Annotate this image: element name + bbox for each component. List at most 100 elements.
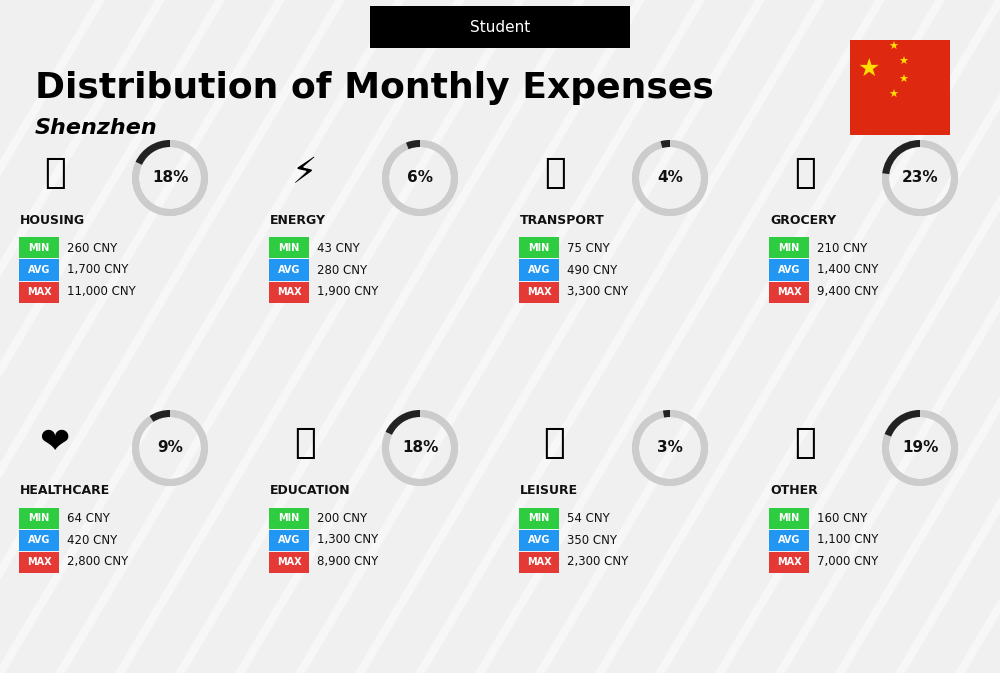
- Text: TRANSPORT: TRANSPORT: [520, 213, 605, 227]
- Text: Shenzhen: Shenzhen: [35, 118, 158, 138]
- FancyBboxPatch shape: [370, 6, 630, 48]
- Text: MAX: MAX: [277, 287, 301, 297]
- Text: 54 CNY: 54 CNY: [567, 511, 610, 524]
- FancyBboxPatch shape: [769, 507, 809, 528]
- Wedge shape: [170, 410, 190, 422]
- Text: ENERGY: ENERGY: [270, 213, 326, 227]
- Wedge shape: [406, 140, 420, 149]
- FancyBboxPatch shape: [519, 260, 559, 281]
- Text: 19%: 19%: [902, 441, 938, 456]
- Text: 43 CNY: 43 CNY: [317, 242, 360, 254]
- Text: Student: Student: [470, 20, 530, 34]
- Wedge shape: [663, 410, 670, 417]
- FancyBboxPatch shape: [19, 238, 59, 258]
- Text: HOUSING: HOUSING: [20, 213, 85, 227]
- Text: 4%: 4%: [657, 170, 683, 186]
- Text: ★: ★: [888, 90, 898, 100]
- Text: ❤️: ❤️: [40, 426, 70, 460]
- Text: 160 CNY: 160 CNY: [817, 511, 867, 524]
- Text: 2,800 CNY: 2,800 CNY: [67, 555, 128, 569]
- Text: MIN: MIN: [28, 243, 50, 253]
- Text: AVG: AVG: [528, 265, 550, 275]
- Text: 420 CNY: 420 CNY: [67, 534, 117, 546]
- Wedge shape: [420, 140, 434, 149]
- FancyBboxPatch shape: [19, 260, 59, 281]
- Text: AVG: AVG: [278, 535, 300, 545]
- FancyBboxPatch shape: [269, 281, 309, 302]
- Text: MIN: MIN: [528, 513, 550, 523]
- Wedge shape: [170, 140, 204, 165]
- Text: MAX: MAX: [277, 557, 301, 567]
- FancyBboxPatch shape: [269, 260, 309, 281]
- Wedge shape: [670, 410, 677, 417]
- Text: MAX: MAX: [27, 557, 51, 567]
- Text: 23%: 23%: [902, 170, 938, 186]
- Text: AVG: AVG: [778, 265, 800, 275]
- Text: 280 CNY: 280 CNY: [317, 264, 367, 277]
- FancyBboxPatch shape: [269, 507, 309, 528]
- Text: 🏢: 🏢: [44, 156, 66, 190]
- Wedge shape: [920, 410, 955, 437]
- Text: 350 CNY: 350 CNY: [567, 534, 617, 546]
- Wedge shape: [386, 410, 420, 435]
- Wedge shape: [882, 140, 920, 174]
- Text: 490 CNY: 490 CNY: [567, 264, 617, 277]
- Wedge shape: [885, 410, 920, 437]
- Text: MIN: MIN: [278, 243, 300, 253]
- Text: HEALTHCARE: HEALTHCARE: [20, 483, 110, 497]
- Text: OTHER: OTHER: [770, 483, 818, 497]
- Wedge shape: [382, 410, 458, 486]
- Text: 2,300 CNY: 2,300 CNY: [567, 555, 628, 569]
- Text: 1,300 CNY: 1,300 CNY: [317, 534, 378, 546]
- Text: 1,900 CNY: 1,900 CNY: [317, 285, 378, 299]
- Text: AVG: AVG: [28, 265, 50, 275]
- Text: 🛒: 🛒: [794, 156, 816, 190]
- Text: 75 CNY: 75 CNY: [567, 242, 610, 254]
- Text: ⚡: ⚡: [292, 156, 318, 190]
- FancyBboxPatch shape: [269, 551, 309, 573]
- Text: MAX: MAX: [527, 557, 551, 567]
- FancyBboxPatch shape: [519, 281, 559, 302]
- FancyBboxPatch shape: [19, 530, 59, 551]
- Text: 200 CNY: 200 CNY: [317, 511, 367, 524]
- Text: 🚌: 🚌: [544, 156, 566, 190]
- Text: ★: ★: [857, 57, 880, 81]
- FancyBboxPatch shape: [269, 530, 309, 551]
- FancyBboxPatch shape: [269, 238, 309, 258]
- Text: 11,000 CNY: 11,000 CNY: [67, 285, 136, 299]
- FancyBboxPatch shape: [769, 281, 809, 302]
- Text: 1,700 CNY: 1,700 CNY: [67, 264, 128, 277]
- Text: 3,300 CNY: 3,300 CNY: [567, 285, 628, 299]
- Wedge shape: [420, 410, 454, 435]
- Wedge shape: [382, 410, 458, 486]
- Wedge shape: [132, 410, 208, 486]
- FancyBboxPatch shape: [19, 551, 59, 573]
- Wedge shape: [132, 140, 208, 216]
- Text: AVG: AVG: [28, 535, 50, 545]
- Text: 9%: 9%: [157, 441, 183, 456]
- Text: MIN: MIN: [778, 243, 800, 253]
- Text: 64 CNY: 64 CNY: [67, 511, 110, 524]
- FancyBboxPatch shape: [19, 507, 59, 528]
- Wedge shape: [132, 140, 208, 216]
- Text: 3%: 3%: [657, 441, 683, 456]
- Text: EDUCATION: EDUCATION: [270, 483, 351, 497]
- Text: MAX: MAX: [777, 557, 801, 567]
- Text: 260 CNY: 260 CNY: [67, 242, 117, 254]
- Wedge shape: [661, 140, 670, 148]
- FancyBboxPatch shape: [19, 281, 59, 302]
- Text: LEISURE: LEISURE: [520, 483, 578, 497]
- Wedge shape: [920, 140, 958, 174]
- Wedge shape: [382, 140, 458, 216]
- FancyBboxPatch shape: [769, 551, 809, 573]
- Text: MAX: MAX: [27, 287, 51, 297]
- Text: 1,100 CNY: 1,100 CNY: [817, 534, 878, 546]
- Text: MAX: MAX: [527, 287, 551, 297]
- Text: MIN: MIN: [528, 243, 550, 253]
- Wedge shape: [882, 140, 958, 216]
- Wedge shape: [670, 140, 679, 148]
- Text: MAX: MAX: [777, 287, 801, 297]
- Wedge shape: [882, 410, 958, 486]
- Text: ★: ★: [888, 42, 898, 52]
- Text: 18%: 18%: [402, 441, 438, 456]
